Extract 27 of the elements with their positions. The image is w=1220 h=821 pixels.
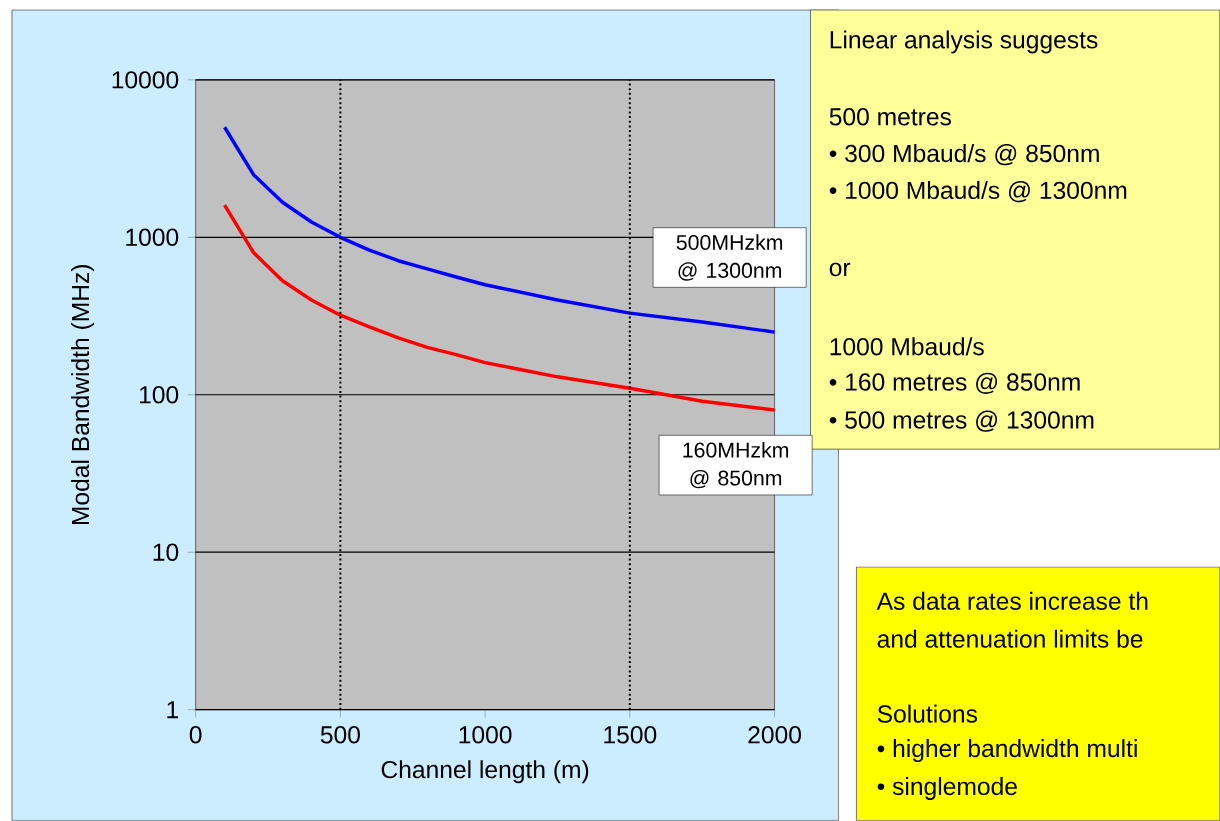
text: As data rates increase th [876, 591, 1148, 611]
y-tick-label: 100 [139, 386, 179, 404]
annotation: 160MHzkm @ 850nm [683, 442, 789, 489]
text: • 300 Mbaud/s @ 850nm [829, 144, 1099, 166]
y-tick-label: 1000 [126, 228, 179, 247]
text: • 160 metres @ 850nm [829, 372, 1080, 395]
y-tick-label: 1 [167, 701, 178, 719]
y-tick-label: 10 [153, 543, 179, 562]
x-tick-label: 0 [189, 726, 202, 744]
x-axis-title: Channel length (m) [381, 760, 589, 784]
annotation: 500MHzkm @ 1300nm [676, 234, 783, 281]
text: 500 metres [829, 108, 951, 126]
x-tick-label: 1500 [604, 726, 657, 744]
text: Linear analysis suggests [830, 30, 1098, 54]
text: • singlemode [877, 777, 1017, 801]
y-axis-title: Modal Bandwidth (MHz) [71, 265, 95, 525]
y-tick-label: 10000 [112, 71, 179, 89]
x-tick-label: 500 [320, 726, 360, 744]
text: or [829, 262, 851, 277]
x-tick-label: 1000 [459, 726, 512, 744]
text: Solutions [877, 704, 978, 723]
x-tick-label: 2000 [748, 726, 801, 744]
text: and attenuation limits be [877, 629, 1143, 648]
text: 1000 Mbaud/s [830, 337, 984, 356]
text: • 1000 Mbaud/s @ 1300nm [829, 181, 1127, 203]
text: • higher bandwidth multi [877, 739, 1137, 763]
text: • 500 metres @ 1300nm [829, 410, 1094, 432]
